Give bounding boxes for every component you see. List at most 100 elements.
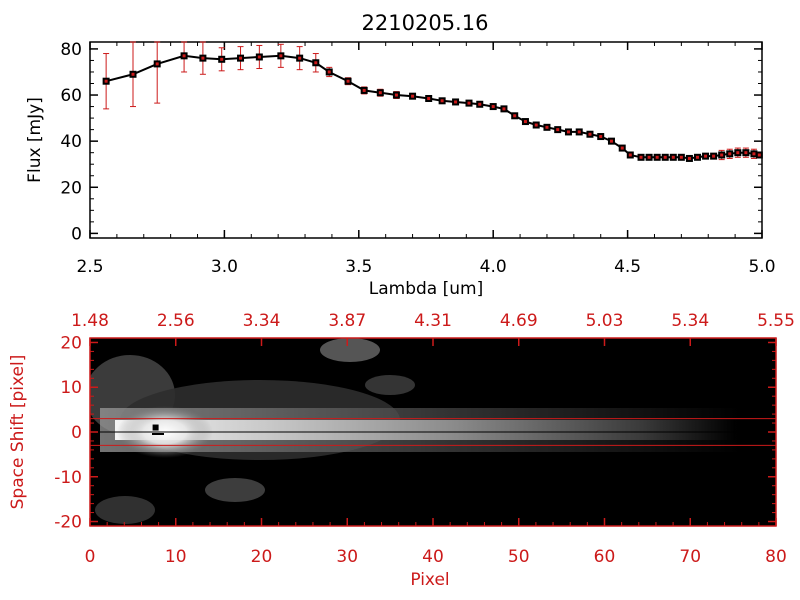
nebulosity-mid bbox=[365, 375, 415, 395]
image-y-ticks: -20 -10 0 10 20 bbox=[54, 333, 776, 533]
spectrum-y-tick-label: 0 bbox=[71, 224, 82, 244]
spectrum-point-center bbox=[556, 128, 560, 132]
spectrum-point-center bbox=[720, 153, 724, 157]
spectrum-point-center bbox=[467, 101, 471, 105]
image-y-tick-label: 0 bbox=[71, 423, 82, 443]
image-x-tick-label: 0 bbox=[85, 547, 96, 567]
image-top-tick-label: 5.34 bbox=[671, 311, 709, 331]
spectrum-point-center bbox=[201, 56, 205, 60]
spectrum-point-center bbox=[279, 54, 283, 58]
spectrum-x-tick-label: 3.5 bbox=[345, 257, 372, 277]
peak-marker-tail bbox=[152, 433, 164, 435]
spectrum-x-tick-label: 4.0 bbox=[480, 257, 507, 277]
spectrum-point-center bbox=[454, 100, 458, 104]
spectrum-point-center bbox=[104, 79, 108, 83]
spectrum-y-tick-label: 60 bbox=[60, 86, 82, 106]
spectrum-plot-frame bbox=[89, 41, 763, 239]
spectrum-point-center bbox=[513, 114, 517, 118]
spectrum-point-center bbox=[628, 153, 632, 157]
spectrum-point-center bbox=[362, 88, 366, 92]
spectrum-point-center bbox=[704, 154, 708, 158]
spectrum-x-label: Lambda [um] bbox=[369, 279, 483, 299]
spectrum-point-center bbox=[314, 61, 318, 65]
spectrum-point-center bbox=[427, 96, 431, 100]
image-x-tick-label: 50 bbox=[508, 547, 530, 567]
image-x-tick-label: 40 bbox=[422, 547, 444, 567]
image-y-label: Space Shift [pixel] bbox=[8, 355, 28, 510]
spectrum-point-center bbox=[346, 79, 350, 83]
spectrum-point-center bbox=[394, 93, 398, 97]
spectrum-point-center bbox=[687, 156, 691, 160]
nebulosity-lower bbox=[205, 478, 265, 502]
spectrum-point-center bbox=[728, 152, 732, 156]
image-top-tick-label: 5.55 bbox=[757, 311, 795, 331]
spectrum-point-center bbox=[298, 56, 302, 60]
trace-core bbox=[115, 420, 735, 440]
spectrum-point-center bbox=[220, 57, 224, 61]
nebulosity-lower-left bbox=[95, 496, 155, 524]
spectrum-y-tick-label: 80 bbox=[60, 40, 82, 60]
spectrum-point-center bbox=[478, 102, 482, 106]
image-y-tick-label: -20 bbox=[54, 513, 82, 533]
image-x-ticks: 0 10 20 30 40 50 60 70 80 bbox=[85, 518, 787, 567]
spectrum-point-center bbox=[712, 154, 716, 158]
image-top-tick-label: 5.03 bbox=[586, 311, 624, 331]
spectrum-point-center bbox=[502, 107, 506, 111]
spectrum-point-center bbox=[131, 72, 135, 76]
spectrum-point-center bbox=[566, 130, 570, 134]
spectrum-point-center bbox=[695, 155, 699, 159]
chart-title: 2210205.16 bbox=[362, 11, 489, 35]
spectrum-y-label: Flux [mJy] bbox=[25, 97, 45, 183]
spectrum-point-center bbox=[440, 99, 444, 103]
spectrum-point-center bbox=[577, 130, 581, 134]
spectrum-plot: 2.5 3.0 3.5 4.0 4.5 5.0 0 20 40 60 80 Lambda [um]… bbox=[25, 40, 776, 299]
image-x-tick-label: 80 bbox=[765, 547, 787, 567]
spectrum-point-center bbox=[588, 132, 592, 136]
image-y-tick-label: 10 bbox=[60, 378, 82, 398]
peak-marker bbox=[152, 424, 159, 431]
image-top-tick-label: 2.56 bbox=[157, 311, 195, 331]
image-top-tick-label: 3.34 bbox=[243, 311, 281, 331]
spectrum-x-ticks: 2.5 3.0 3.5 4.0 4.5 5.0 bbox=[76, 42, 776, 277]
image-x-tick-label: 20 bbox=[251, 547, 273, 567]
image-y-tick-label: -10 bbox=[54, 468, 82, 488]
spectrum-series-line bbox=[105, 54, 760, 160]
spectrum-point-center bbox=[239, 56, 243, 60]
image-x-tick-label: 60 bbox=[594, 547, 616, 567]
spectrum-points bbox=[102, 52, 763, 162]
spectrum-point-center bbox=[679, 155, 683, 159]
image-top-tick-label: 3.87 bbox=[328, 311, 366, 331]
image-x-label: Pixel bbox=[410, 570, 449, 590]
image-content bbox=[90, 338, 776, 524]
spectrum-point-center bbox=[155, 62, 159, 66]
spectrum-point-center bbox=[639, 155, 643, 159]
spectrum-point-center bbox=[411, 94, 415, 98]
spectrum-point-center bbox=[655, 155, 659, 159]
image-x-tick-label: 10 bbox=[165, 547, 187, 567]
spectrum-point-center bbox=[491, 105, 495, 109]
spectrum-point-center bbox=[257, 55, 261, 59]
image-top-tick-label: 1.48 bbox=[71, 311, 109, 331]
spectrum-point-center bbox=[620, 146, 624, 150]
spectrum-point-center bbox=[523, 120, 527, 124]
spectrum-x-tick-label: 4.5 bbox=[614, 257, 641, 277]
spectrum-point-center bbox=[736, 151, 740, 155]
spectrum-point-center bbox=[757, 153, 761, 157]
nebulosity-upper bbox=[320, 338, 380, 362]
image-top-tick-label: 4.31 bbox=[414, 311, 452, 331]
spectrum-point-center bbox=[378, 91, 382, 95]
spectrum-y-tick-label: 40 bbox=[60, 132, 82, 152]
spectrum-point-center bbox=[671, 155, 675, 159]
spectrum-x-tick-label: 2.5 bbox=[76, 257, 103, 277]
spectrum-point-center bbox=[744, 151, 748, 155]
spectrum-x-tick-label: 5.0 bbox=[748, 257, 775, 277]
spectrum-point-center bbox=[663, 155, 667, 159]
image-y-tick-label: 20 bbox=[60, 333, 82, 353]
spectrum-point-center bbox=[327, 70, 331, 74]
spectrum-point-center bbox=[534, 123, 538, 127]
spectrum-point-center bbox=[545, 125, 549, 129]
spectrum-point-center bbox=[647, 155, 651, 159]
image-x-tick-label: 70 bbox=[679, 547, 701, 567]
spectrum-point-center bbox=[752, 152, 756, 156]
